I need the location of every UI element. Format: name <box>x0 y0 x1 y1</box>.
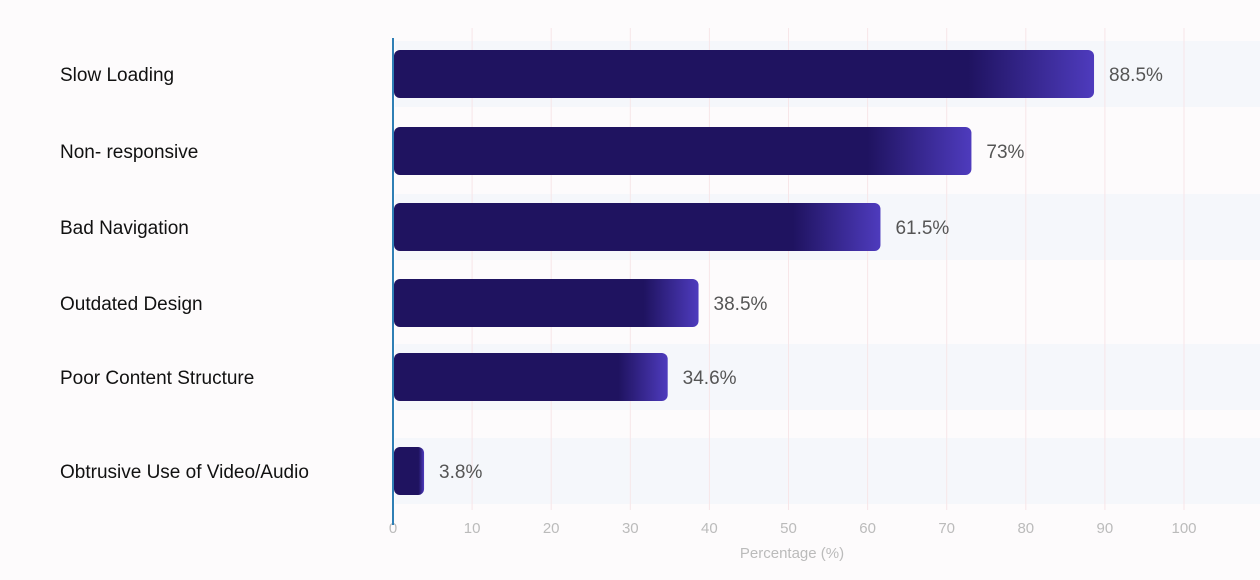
row-band <box>395 438 1260 504</box>
bar <box>394 50 1095 98</box>
value-label: 34.6% <box>683 368 737 389</box>
x-tick-label: 40 <box>701 520 718 537</box>
bar <box>394 353 668 401</box>
x-tick-label: 0 <box>389 520 397 537</box>
category-label: Slow Loading <box>60 65 174 86</box>
value-label: 38.5% <box>714 294 768 315</box>
x-tick-label: 90 <box>1097 520 1114 537</box>
x-tick-label: 80 <box>1017 520 1034 537</box>
category-label: Bad Navigation <box>60 218 189 239</box>
category-label: Outdated Design <box>60 294 203 315</box>
bar <box>394 447 425 495</box>
category-label: Obtrusive Use of Video/Audio <box>60 462 309 483</box>
bar <box>394 279 699 327</box>
value-label: 61.5% <box>895 218 949 239</box>
x-tick-label: 50 <box>780 520 797 537</box>
x-tick-label: 60 <box>859 520 876 537</box>
value-label: 73% <box>986 142 1024 163</box>
value-label: 88.5% <box>1109 65 1163 86</box>
x-tick-label: 30 <box>622 520 639 537</box>
x-tick-label: 70 <box>938 520 955 537</box>
value-label: 3.8% <box>439 462 482 483</box>
x-axis-title: Percentage (%) <box>740 545 844 562</box>
x-tick-label: 100 <box>1171 520 1196 537</box>
x-tick-label: 10 <box>464 520 481 537</box>
bar <box>394 203 881 251</box>
category-label: Non- responsive <box>60 142 198 163</box>
category-label: Poor Content Structure <box>60 368 254 389</box>
bar <box>394 127 972 175</box>
x-tick-label: 20 <box>543 520 560 537</box>
